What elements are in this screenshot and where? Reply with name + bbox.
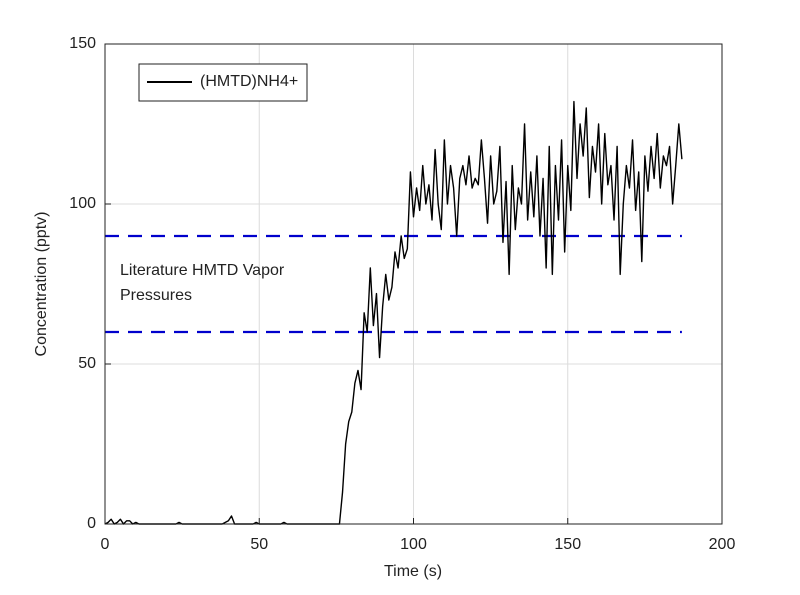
legend-label: (HMTD)NH4+ xyxy=(200,73,298,90)
y-tick-label: 100 xyxy=(69,195,96,212)
annotation: Literature HMTD Vapor xyxy=(120,262,285,279)
y-tick-label: 150 xyxy=(69,35,96,52)
y-tick-label: 50 xyxy=(78,355,96,372)
legend: (HMTD)NH4+ xyxy=(138,63,308,102)
x-tick-label: 100 xyxy=(400,536,427,553)
x-axis-label: Time (s) xyxy=(384,563,442,580)
plot-frame xyxy=(104,43,723,525)
y-axis-label: Concentration (pptv) xyxy=(33,212,50,357)
x-tick-label: 150 xyxy=(554,536,581,553)
y-tick-label: 0 xyxy=(87,515,96,532)
annotation: Pressures xyxy=(120,287,192,304)
x-tick-label: 0 xyxy=(101,536,110,553)
x-tick-label: 200 xyxy=(709,536,736,553)
x-tick-label: 50 xyxy=(250,536,268,553)
